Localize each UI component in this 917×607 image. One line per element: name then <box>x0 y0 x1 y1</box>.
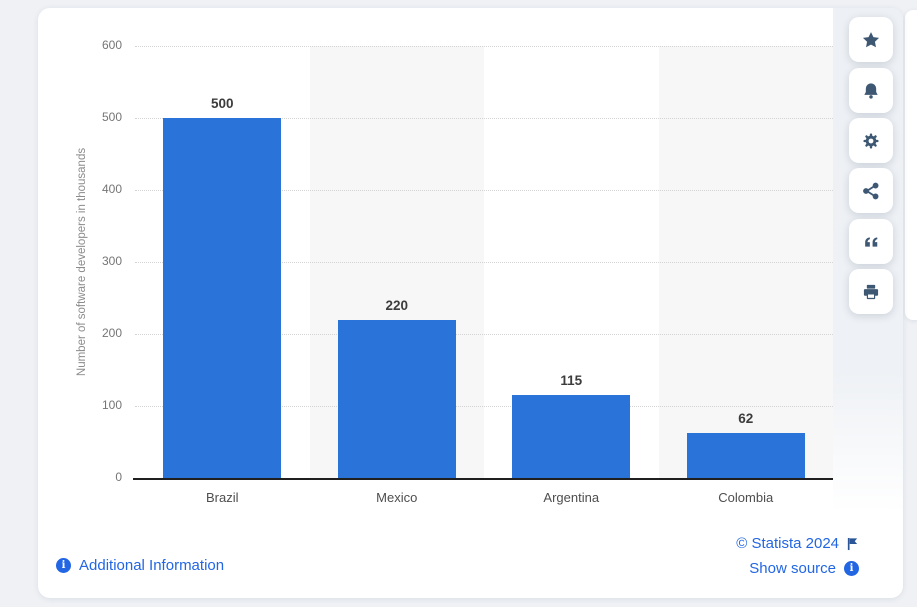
bar-value-label: 62 <box>738 411 754 427</box>
bar-brazil[interactable] <box>163 118 282 478</box>
y-tick-label: 100 <box>101 398 122 412</box>
share-button[interactable] <box>849 168 893 213</box>
y-tick-label: 500 <box>101 110 122 124</box>
y-tick-label: 0 <box>115 470 122 484</box>
y-tick-label: 300 <box>101 254 122 268</box>
x-category-label: Brazil <box>205 490 239 505</box>
cite-button[interactable] <box>849 219 893 264</box>
bar-mexico[interactable] <box>337 319 456 478</box>
print-button[interactable] <box>849 269 893 314</box>
x-category-label: Colombia <box>718 490 774 505</box>
bar-colombia[interactable] <box>686 433 805 478</box>
x-category-label: Mexico <box>376 490 418 505</box>
notifications-button[interactable] <box>849 68 893 113</box>
additional-information-link[interactable]: i Additional Information <box>56 557 224 574</box>
info-circle-icon: i <box>844 561 859 576</box>
copyright-text: © Statista 2024 <box>736 535 839 552</box>
x-category-label: Argentina <box>543 490 600 505</box>
y-tick-label: 400 <box>101 182 122 196</box>
bar-value-label: 220 <box>385 297 409 313</box>
gridline <box>135 118 833 119</box>
gear-icon <box>861 131 881 151</box>
share-icon <box>861 181 881 201</box>
quote-icon <box>861 232 881 252</box>
x-axis-line <box>133 478 835 480</box>
gridline <box>135 334 833 335</box>
bar-value-label: 500 <box>210 96 234 111</box>
favorite-button[interactable] <box>849 17 893 62</box>
show-source-link[interactable]: Show source i <box>749 560 859 577</box>
additional-information-label: Additional Information <box>79 557 225 574</box>
flag-icon[interactable] <box>846 537 859 551</box>
copyright-row: © Statista 2024 <box>736 535 859 552</box>
gridline <box>135 190 833 191</box>
settings-button[interactable] <box>849 118 893 163</box>
bar-argentina[interactable] <box>512 395 631 478</box>
star-icon <box>861 30 881 50</box>
gridline <box>135 46 833 47</box>
y-tick-label: 200 <box>101 326 122 340</box>
adjacent-card-edge <box>905 10 917 320</box>
gridline <box>135 406 833 407</box>
statistic-card: 600 500 400 300 200 100 0 500 Brazil 220 Mexico 115… <box>38 8 903 598</box>
bell-icon <box>861 81 881 101</box>
y-axis-title: Number of software developers in thousan… <box>76 147 88 377</box>
gridline <box>135 262 833 263</box>
bar-value-label: 115 <box>560 373 583 389</box>
y-tick-label: 600 <box>101 38 122 52</box>
show-source-label: Show source <box>749 560 836 577</box>
printer-icon <box>861 282 881 302</box>
info-circle-icon: i <box>56 558 71 573</box>
